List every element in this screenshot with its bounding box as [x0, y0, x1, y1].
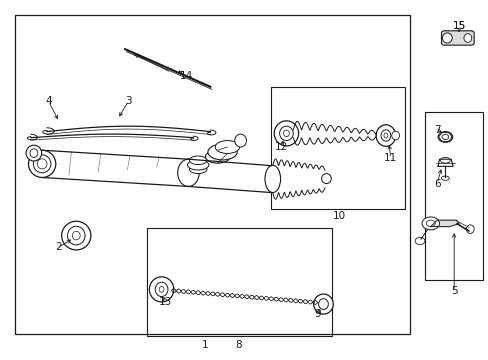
Text: 5: 5 [450, 286, 457, 296]
Ellipse shape [391, 131, 399, 140]
Text: 9: 9 [314, 309, 320, 319]
Text: 15: 15 [451, 21, 465, 31]
Text: 1: 1 [202, 340, 208, 350]
Ellipse shape [72, 231, 80, 240]
Text: 2: 2 [55, 242, 61, 252]
Text: 12: 12 [274, 142, 287, 152]
Ellipse shape [274, 121, 298, 146]
Ellipse shape [440, 157, 449, 163]
Text: 4: 4 [45, 96, 52, 106]
Ellipse shape [441, 134, 448, 139]
Ellipse shape [383, 133, 387, 138]
Ellipse shape [426, 220, 434, 226]
Text: 8: 8 [235, 340, 242, 350]
Ellipse shape [207, 144, 237, 160]
Bar [271, 87, 405, 209]
Text: 15: 15 [451, 21, 465, 31]
Ellipse shape [67, 226, 85, 245]
Ellipse shape [26, 145, 41, 161]
Text: 14: 14 [179, 71, 192, 81]
Ellipse shape [234, 134, 246, 147]
Ellipse shape [442, 33, 451, 43]
Ellipse shape [205, 150, 229, 163]
Ellipse shape [30, 149, 38, 157]
Ellipse shape [264, 165, 280, 193]
Ellipse shape [177, 159, 199, 186]
Ellipse shape [155, 282, 167, 297]
Ellipse shape [159, 287, 163, 292]
Ellipse shape [463, 34, 471, 42]
Ellipse shape [414, 237, 424, 244]
Ellipse shape [37, 159, 47, 169]
Ellipse shape [189, 165, 206, 174]
Text: 10: 10 [332, 211, 345, 221]
Text: 6: 6 [433, 179, 440, 189]
Bar [424, 112, 483, 280]
Ellipse shape [375, 125, 395, 146]
Ellipse shape [421, 217, 439, 230]
FancyBboxPatch shape [441, 31, 473, 45]
Ellipse shape [321, 174, 330, 184]
Text: 7: 7 [433, 125, 440, 135]
Ellipse shape [437, 132, 452, 142]
Ellipse shape [189, 156, 206, 165]
Polygon shape [430, 220, 458, 226]
Ellipse shape [466, 225, 473, 233]
Ellipse shape [215, 140, 239, 153]
Ellipse shape [28, 150, 56, 177]
Bar [15, 15, 409, 334]
Ellipse shape [149, 277, 173, 302]
Bar [147, 228, 331, 336]
Ellipse shape [313, 294, 332, 314]
Ellipse shape [61, 221, 91, 250]
Ellipse shape [441, 176, 448, 180]
Text: 3: 3 [125, 96, 131, 106]
Ellipse shape [380, 130, 390, 141]
Ellipse shape [33, 155, 51, 173]
Ellipse shape [187, 160, 208, 170]
Text: 11: 11 [384, 153, 397, 163]
Ellipse shape [279, 126, 293, 140]
Text: 13: 13 [159, 297, 172, 307]
Ellipse shape [283, 130, 289, 136]
Ellipse shape [318, 299, 328, 310]
